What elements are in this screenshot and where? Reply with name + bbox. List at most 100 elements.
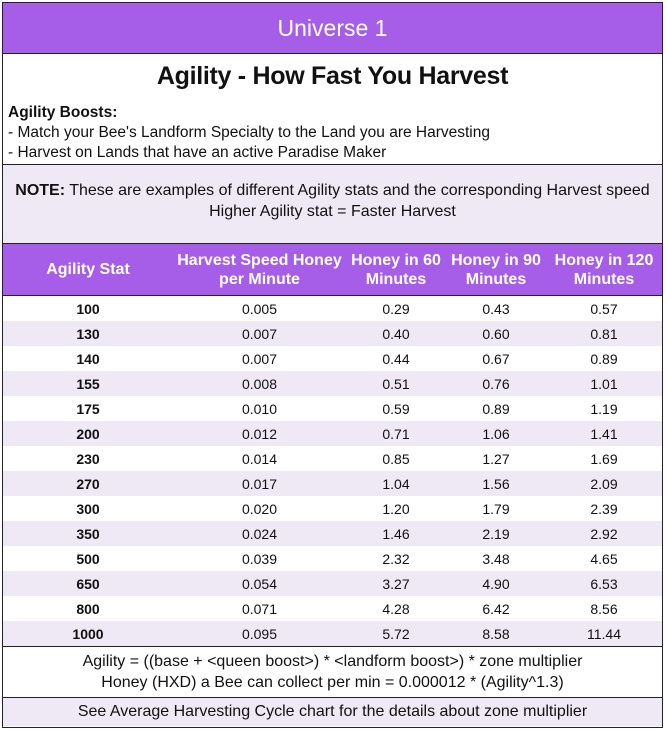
cell-harvest-speed: 0.014 [241,450,278,467]
universe-banner: Universe 1 [3,3,662,54]
agility-boosts-section: Agility Boosts: - Match your Bee's Landf… [3,99,662,165]
cell-honey-60: 4.28 [382,600,410,617]
table-row: 230 0.014 0.85 1.27 1.69 [3,446,662,471]
cell-honey-90: 2.19 [482,525,510,542]
table-row: 200 0.012 0.71 1.06 1.41 [3,421,662,446]
cell-harvest-speed: 0.095 [241,625,278,642]
table-row: 155 0.008 0.51 0.76 1.01 [3,371,662,396]
note-line2: Higher Agility stat = Faster Harvest [209,203,456,220]
header-harvest-speed: Harvest Speed Honey per Minute [177,251,342,288]
cell-agility-stat: 650 [76,575,100,592]
cell-agility-stat: 1000 [72,625,104,642]
table-row: 1000 0.095 5.72 8.58 11.44 [3,621,662,646]
cell-honey-120: 0.57 [590,300,618,317]
cell-honey-90: 1.27 [482,450,510,467]
cell-harvest-speed: 0.012 [241,425,278,442]
cell-honey-90: 1.79 [482,500,510,517]
cell-honey-120: 11.44 [587,625,621,642]
table-row: 650 0.054 3.27 4.90 6.53 [3,571,662,596]
cell-honey-120: 1.41 [590,425,618,442]
cell-agility-stat: 300 [76,500,100,517]
cell-agility-stat: 140 [76,350,100,367]
cell-agility-stat: 270 [76,475,100,492]
cell-harvest-speed: 0.054 [241,575,278,592]
cell-harvest-speed: 0.024 [241,525,278,542]
cell-honey-60: 0.71 [382,425,410,442]
cell-honey-90: 6.42 [482,600,510,617]
cell-harvest-speed: 0.007 [241,325,278,342]
cell-honey-60: 1.20 [382,500,410,517]
cell-honey-120: 0.81 [590,325,618,342]
cell-agility-stat: 230 [76,450,100,467]
cell-honey-60: 0.29 [382,300,410,317]
cell-honey-90: 8.58 [482,625,510,642]
cell-honey-120: 0.89 [590,350,618,367]
cell-honey-60: 0.44 [382,350,410,367]
cell-agility-stat: 800 [76,600,100,617]
cell-honey-60: 2.32 [382,550,410,567]
cell-agility-stat: 100 [76,300,100,317]
table-body: 100 0.005 0.29 0.43 0.57 130 0.007 0.40 0.60 0.81… [3,296,662,646]
table-row: 140 0.007 0.44 0.67 0.89 [3,346,662,371]
boost-item: - Harvest on Lands that have an active P… [8,144,387,161]
header-honey-120: Honey in 120 Minutes [554,251,654,288]
cell-honey-120: 4.65 [590,550,618,567]
cell-honey-90: 4.90 [482,575,510,592]
cell-honey-120: 1.69 [590,450,618,467]
cell-honey-90: 3.48 [482,550,510,567]
boost-item: - Match your Bee's Landform Specialty to… [8,124,490,141]
cell-harvest-speed: 0.010 [241,400,278,417]
cell-honey-120: 2.09 [590,475,618,492]
cell-harvest-speed: 0.039 [241,550,278,567]
page-title: Agility - How Fast You Harvest [156,62,509,90]
cell-honey-60: 5.72 [382,625,410,642]
cell-harvest-speed: 0.020 [241,500,278,517]
cell-agility-stat: 350 [76,525,100,542]
cell-harvest-speed: 0.005 [241,300,278,317]
cell-honey-90: 0.67 [482,350,510,367]
cell-honey-60: 1.46 [382,525,410,542]
note-section: NOTE: These are examples of different Ag… [3,165,662,244]
cell-agility-stat: 155 [76,375,100,392]
footer-note: See Average Harvesting Cycle chart for t… [3,698,662,726]
cell-agility-stat: 200 [76,425,100,442]
table-row: 300 0.020 1.20 1.79 2.39 [3,496,662,521]
cell-agility-stat: 175 [76,400,100,417]
cell-honey-60: 0.40 [382,325,410,342]
table-row: 500 0.039 2.32 3.48 4.65 [3,546,662,571]
cell-honey-60: 0.85 [382,450,410,467]
cell-harvest-speed: 0.008 [241,375,278,392]
cell-harvest-speed: 0.017 [241,475,278,492]
cell-honey-90: 0.89 [482,400,510,417]
cell-agility-stat: 500 [76,550,100,567]
formula-section: Agility = ((base + <queen boost>) * <lan… [3,646,662,698]
cell-honey-90: 1.06 [482,425,510,442]
agility-formula: Agility = ((base + <queen boost>) * <lan… [82,653,583,670]
table-row: 175 0.010 0.59 0.89 1.19 [3,396,662,421]
cell-agility-stat: 130 [76,325,100,342]
cell-honey-60: 3.27 [382,575,410,592]
cell-honey-120: 8.56 [590,600,618,617]
cell-honey-60: 0.59 [382,400,410,417]
cell-honey-120: 2.39 [590,500,618,517]
cell-honey-90: 1.56 [482,475,510,492]
header-honey-60: Honey in 60 Minutes [351,251,441,288]
cell-honey-120: 6.53 [590,575,618,592]
cell-honey-90: 0.76 [482,375,510,392]
table-row: 800 0.071 4.28 6.42 8.56 [3,596,662,621]
table-row: 350 0.024 1.46 2.19 2.92 [3,521,662,546]
cell-honey-90: 0.43 [482,300,510,317]
cell-honey-120: 1.01 [590,375,618,392]
honey-formula: Honey (HXD) a Bee can collect per min = … [101,674,564,691]
cell-harvest-speed: 0.007 [241,350,278,367]
table-header: Agility Stat Harvest Speed Honey per Min… [3,244,662,296]
cell-honey-90: 0.60 [482,325,510,342]
table-row: 100 0.005 0.29 0.43 0.57 [3,296,662,321]
header-agility-stat: Agility Stat [46,261,130,278]
cell-honey-120: 1.19 [590,400,618,417]
header-honey-90: Honey in 90 Minutes [451,251,541,288]
cell-honey-60: 0.51 [382,375,410,392]
table-row: 130 0.007 0.40 0.60 0.81 [3,321,662,346]
note-text: These are examples of different Agility … [65,182,650,199]
